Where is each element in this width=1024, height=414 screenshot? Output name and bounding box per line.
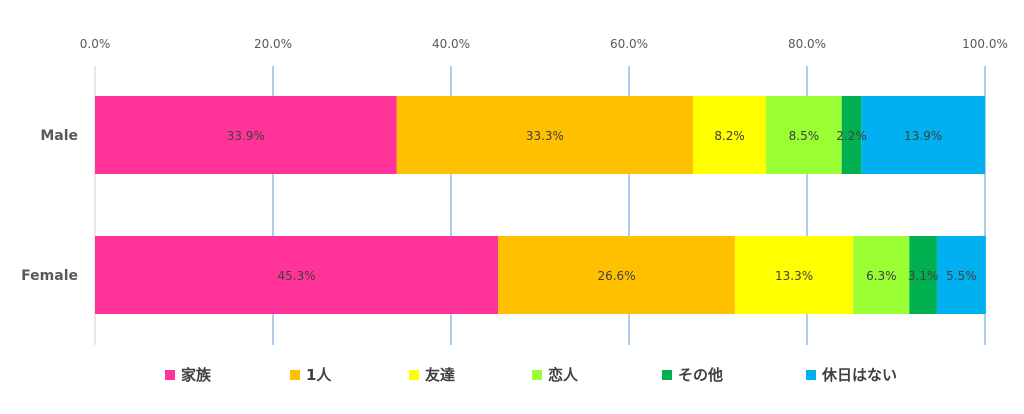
data-label: 26.6% (597, 269, 635, 283)
bar-segment (95, 96, 397, 174)
legend-swatch (290, 370, 300, 380)
x-tick-label: 0.0% (80, 37, 111, 51)
data-label: 2.2% (836, 129, 867, 143)
category-labels: Male Female (21, 128, 78, 284)
bar-segment (766, 96, 842, 174)
legend-label: 友達 (425, 366, 455, 384)
legend-label: 休日はない (821, 366, 897, 384)
legend-swatch (806, 370, 816, 380)
bar-segment (853, 236, 910, 314)
bar-segment (734, 236, 854, 314)
x-tick-label: 60.0% (610, 37, 648, 51)
data-label: 13.3% (775, 269, 813, 283)
legend: 家族 1人 友達 恋人 その他 休日はない (165, 366, 897, 384)
data-label: 13.9% (904, 129, 942, 143)
data-label: 33.9% (227, 129, 265, 143)
legend-label: 恋人 (548, 366, 579, 384)
legend-label: その他 (678, 366, 723, 384)
data-label: 8.2% (714, 129, 745, 143)
bar-segment (841, 96, 862, 174)
bars (95, 96, 986, 314)
bar-segment (95, 236, 499, 314)
legend-label: 家族 (181, 366, 212, 384)
data-label: 8.5% (789, 129, 820, 143)
data-label: 3.1% (908, 269, 939, 283)
bar-segment (936, 236, 986, 314)
bar-segment (861, 96, 985, 174)
legend-swatch (165, 370, 175, 380)
bar-segment (498, 236, 735, 314)
category-label: Female (21, 268, 78, 284)
legend-swatch (662, 370, 672, 380)
data-label: 5.5% (946, 269, 977, 283)
legend-label: 1人 (306, 366, 332, 384)
x-axis-ticks: 0.0% 20.0% 40.0% 60.0% 80.0% 100.0% (80, 37, 1008, 51)
legend-swatch (532, 370, 542, 380)
bar-segment (693, 96, 767, 174)
data-label: 33.3% (526, 129, 564, 143)
bar-segment (396, 96, 694, 174)
legend-swatch (409, 370, 419, 380)
x-tick-label: 40.0% (432, 37, 470, 51)
category-label: Male (40, 128, 78, 144)
data-label: 45.3% (278, 269, 316, 283)
data-label: 6.3% (866, 269, 897, 283)
x-tick-label: 100.0% (962, 37, 1008, 51)
x-tick-label: 80.0% (788, 37, 826, 51)
x-tick-label: 20.0% (254, 37, 292, 51)
bar-segment (909, 236, 937, 314)
data-labels: 33.9% 33.3% 8.2% 8.5% 2.2% 13.9% 45.3% 26.6% 13.… (227, 129, 977, 283)
